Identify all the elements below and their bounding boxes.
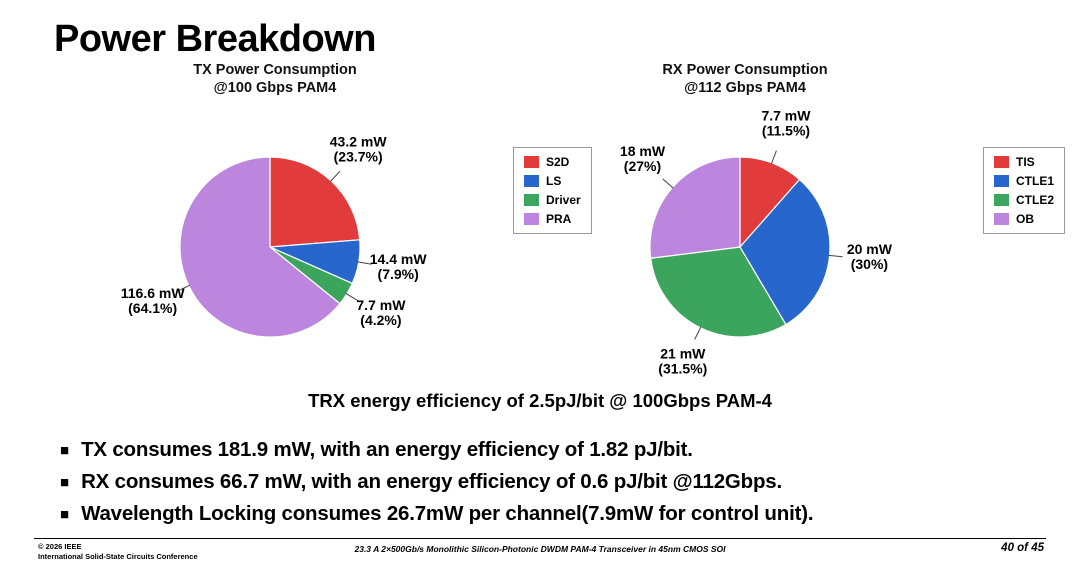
callout-leader-line <box>176 285 190 293</box>
legend-label: CTLE1 <box>1016 174 1055 189</box>
bullet-square-icon: ■ <box>60 474 70 491</box>
rx-chart-title: RX Power Consumption @112 Gbps PAM4 <box>540 62 950 97</box>
bullet-square-icon: ■ <box>60 506 70 523</box>
legend-item-ob: OB <box>994 212 1054 226</box>
callout-leader-line <box>662 178 674 189</box>
slice-callout-ls: 14.4 mW (7.9%) <box>370 251 428 282</box>
rx-chart-title-line1: RX Power Consumption <box>662 62 828 78</box>
tx-legend: S2D LS Driver PRA <box>513 147 592 235</box>
legend-item-pra: PRA <box>524 212 581 226</box>
legend-label: OB <box>1016 212 1034 227</box>
legend-swatch-icon <box>994 175 1009 188</box>
callout-leader-line <box>357 261 372 266</box>
legend-label: TIS <box>1016 155 1035 170</box>
footer-copyright-line2: International Solid-State Circuits Confe… <box>38 551 198 561</box>
bullet-text-wavelength: Wavelength Locking consumes 26.7mW per c… <box>81 502 814 525</box>
legend-swatch-icon <box>524 213 539 226</box>
legend-swatch-icon <box>524 156 539 169</box>
callout-leader-line <box>828 255 843 258</box>
legend-label: S2D <box>546 155 570 170</box>
footer: © 2026 IEEE International Solid-State Ci… <box>34 538 1046 566</box>
callout-leader-line <box>770 150 777 165</box>
legend-swatch-icon <box>994 156 1009 169</box>
slice-callout-ctle1: 20 mW (30%) <box>847 242 893 273</box>
slice-callout-ob: 18 mW (27%) <box>620 143 666 174</box>
pie-slice-ob <box>649 156 741 260</box>
legend-item-s2d: S2D <box>524 155 581 169</box>
legend-label: Driver <box>546 193 581 208</box>
rx-power-pie-chart: RX Power Consumption @112 Gbps PAM4 7.7 … <box>540 62 1066 397</box>
tx-chart-body: 43.2 mW (23.7%) 14.4 mW (7.9%) 7.7 mW (4.2%) 1… <box>70 97 592 397</box>
legend-label: LS <box>546 174 562 189</box>
tx-chart-title: TX Power Consumption @100 Gbps PAM4 <box>70 62 480 97</box>
slice-callout-ctle2: 21 mW (31.5%) <box>658 346 707 377</box>
trx-efficiency-text: TRX energy efficiency of 2.5pJ/bit @ 100… <box>308 390 772 411</box>
legend-item-ls: LS <box>524 174 581 188</box>
bullet-item-tx: ■ TX consumes 181.9 mW, with an energy e… <box>60 438 813 462</box>
footer-copyright: © 2026 IEEE International Solid-State Ci… <box>38 542 198 562</box>
rx-legend: TIS CTLE1 CTLE2 OB <box>983 147 1066 235</box>
bullet-text-tx: TX consumes 181.9 mW, with an energy eff… <box>81 438 693 461</box>
rx-chart-title-line2: @112 Gbps PAM4 <box>684 79 806 96</box>
legend-swatch-icon <box>994 213 1009 226</box>
bullet-item-wavelength: ■ Wavelength Locking consumes 26.7mW per… <box>60 502 814 526</box>
slice-callout-driver: 7.7 mW (4.2%) <box>356 297 406 328</box>
bullet-item-rx: ■ RX consumes 66.7 mW, with an energy ef… <box>60 470 813 494</box>
footer-copyright-line1: © 2026 IEEE <box>38 542 82 551</box>
legend-item-ctle1: CTLE1 <box>994 174 1054 188</box>
legend-label: CTLE2 <box>1016 193 1055 208</box>
legend-swatch-icon <box>994 194 1009 207</box>
tx-power-pie-chart: TX Power Consumption @100 Gbps PAM4 43.2… <box>70 62 592 397</box>
callout-leader-line <box>329 171 341 183</box>
legend-item-ctle2: CTLE2 <box>994 193 1054 207</box>
legend-item-driver: Driver <box>524 193 581 207</box>
slice-callout-pra: 116.6 mW (64.1%) <box>121 285 186 316</box>
pie-slice-s2d <box>269 156 361 249</box>
page-title: Power Breakdown <box>54 18 376 60</box>
tx-chart-title-line1: TX Power Consumption <box>193 62 357 78</box>
legend-swatch-icon <box>524 175 539 188</box>
legend-label: PRA <box>546 212 572 227</box>
bullet-list: ■ TX consumes 181.9 mW, with an energy e… <box>60 438 814 534</box>
footer-page-number: 40 of 45 <box>1001 542 1044 554</box>
bullet-square-icon: ■ <box>60 442 70 459</box>
bullet-text-rx: RX consumes 66.7 mW, with an energy effi… <box>81 470 783 493</box>
legend-item-tis: TIS <box>994 155 1054 169</box>
callout-leader-line <box>694 327 702 341</box>
rx-chart-body: 7.7 mW (11.5%) 20 mW (30%) 21 mW (31.5%) 18 mW… <box>540 97 1066 397</box>
rx-pie: 7.7 mW (11.5%) 20 mW (30%) 21 mW (31.5%) 18 mW… <box>620 108 893 377</box>
legend-swatch-icon <box>524 194 539 207</box>
callout-leader-line <box>345 293 359 302</box>
slice-callout-tis: 7.7 mW (11.5%) <box>761 108 811 139</box>
slice-callout-s2d: 43.2 mW (23.7%) <box>330 134 388 165</box>
tx-chart-title-line2: @100 Gbps PAM4 <box>213 79 337 96</box>
footer-paper-title: 23.3 A 2×500Gb/s Monolithic Silicon-Phot… <box>354 544 726 554</box>
tx-pie: 43.2 mW (23.7%) 14.4 mW (7.9%) 7.7 mW (4.2%) 1… <box>121 134 428 338</box>
